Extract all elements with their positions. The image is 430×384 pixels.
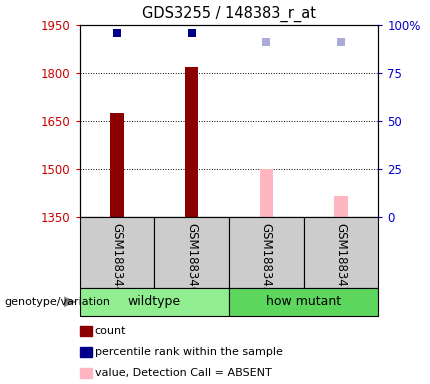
- Text: count: count: [95, 326, 126, 336]
- Title: GDS3255 / 148383_r_at: GDS3255 / 148383_r_at: [142, 6, 316, 22]
- Text: GSM188347: GSM188347: [335, 223, 347, 294]
- Bar: [304, 217, 378, 288]
- Bar: [154, 217, 229, 288]
- Text: how mutant: how mutant: [266, 295, 341, 308]
- Bar: [229, 217, 304, 288]
- Text: GSM188344: GSM188344: [111, 223, 123, 294]
- Text: wildtype: wildtype: [128, 295, 181, 308]
- Text: value, Detection Call = ABSENT: value, Detection Call = ABSENT: [95, 368, 271, 378]
- Bar: [334, 196, 348, 217]
- Text: GSM188345: GSM188345: [260, 223, 273, 294]
- Bar: [110, 113, 124, 217]
- Text: genotype/variation: genotype/variation: [4, 297, 111, 307]
- Bar: [80, 217, 154, 288]
- Bar: [80, 288, 229, 316]
- Bar: [260, 169, 273, 217]
- Bar: [185, 66, 198, 217]
- Bar: [229, 288, 378, 316]
- Text: percentile rank within the sample: percentile rank within the sample: [95, 347, 283, 357]
- Text: GSM188346: GSM188346: [185, 223, 198, 294]
- Polygon shape: [64, 296, 77, 307]
